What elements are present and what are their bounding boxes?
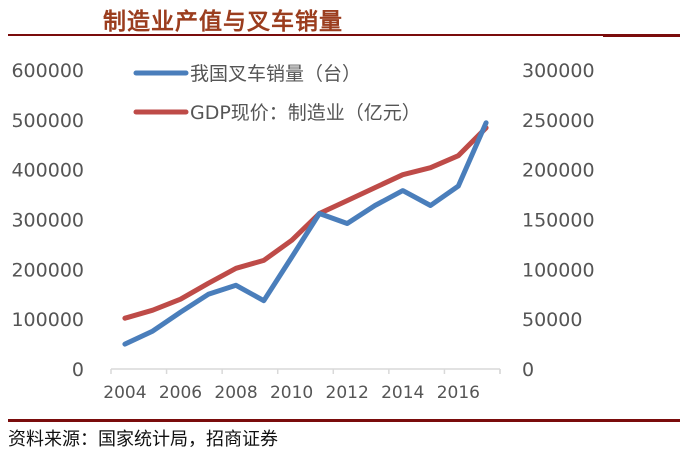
y-left-tick-label: 0 — [72, 359, 84, 381]
y-right-tick-label: 250000 — [522, 110, 595, 132]
x-tick-label: 2014 — [381, 383, 424, 403]
y-axis-right: 0 50000 100000 150000 200000 250000 300000 — [522, 60, 595, 381]
y-right-tick-label: 300000 — [522, 60, 595, 82]
legend-label: 我国叉车销量（台） — [190, 63, 361, 85]
y-left-tick-label: 500000 — [11, 110, 84, 132]
y-right-tick-label: 100000 — [522, 259, 595, 281]
y-left-tick-label: 100000 — [11, 309, 84, 331]
legend-label: GDP现价：制造业（亿元） — [190, 102, 421, 124]
y-right-tick-label: 150000 — [522, 210, 595, 232]
x-tick-label: 2016 — [437, 383, 480, 403]
y-left-tick-label: 400000 — [11, 160, 84, 182]
legend: 我国叉车销量（台） GDP现价：制造业（亿元） — [133, 63, 421, 124]
series-line-forklift-sales — [122, 120, 489, 347]
series-line-manufacturing-gdp — [122, 125, 489, 321]
x-tick-label: 2010 — [270, 383, 313, 403]
plot-area — [122, 120, 489, 347]
chart-title: 制造业产值与叉车销量 — [103, 8, 343, 35]
y-left-tick-label: 600000 — [11, 60, 84, 82]
y-right-tick-label: 0 — [522, 359, 534, 381]
x-tick-label: 2008 — [214, 383, 257, 403]
x-axis: 2004 2006 2008 2010 2012 2014 2016 — [103, 368, 501, 403]
y-right-tick-label: 200000 — [522, 160, 595, 182]
y-axis-left: 0 100000 200000 300000 400000 500000 600000 — [11, 60, 84, 381]
x-tick-label: 2006 — [159, 383, 202, 403]
y-left-tick-label: 200000 — [11, 259, 84, 281]
source-note: 资料来源：国家统计局，招商证券 — [8, 429, 278, 450]
y-right-tick-label: 50000 — [522, 309, 582, 331]
x-tick-label: 2004 — [103, 383, 146, 403]
header-rule-accent — [603, 34, 680, 37]
x-tick-label: 2012 — [326, 383, 369, 403]
footer-rule — [8, 419, 680, 422]
header-rule — [8, 34, 604, 36]
y-left-tick-label: 300000 — [11, 210, 84, 232]
